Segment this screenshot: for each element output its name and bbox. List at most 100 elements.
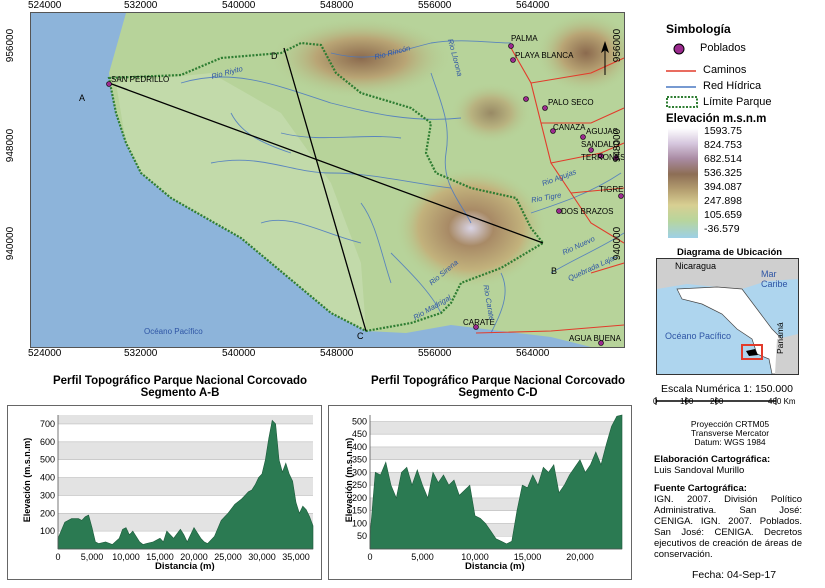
- x-tick-label: 20,000: [566, 552, 594, 562]
- profile-cd-title-line1: Perfil Topográfico Parque Nacional Corco…: [370, 375, 626, 387]
- town-label: TIGRE: [599, 185, 624, 194]
- grid-band: [58, 477, 313, 496]
- legend-red-hidrica: Red Hídrica: [703, 80, 762, 92]
- y-tick-label: 400: [352, 442, 367, 452]
- profile-ab-title: Perfil Topográfico Parque Nacional Corco…: [40, 375, 320, 399]
- y-tick: 940000: [612, 226, 624, 261]
- location-diagram: Nicaragua Mar Caribe Océano Pacífico Pan…: [656, 258, 799, 375]
- legend-title: Simbología: [666, 22, 731, 36]
- town-markers: [106, 43, 624, 346]
- x-tick-label: 30,000: [248, 552, 276, 562]
- location-diagram-title: Diagrama de Ubicación: [677, 247, 783, 258]
- x-tick: 556000: [418, 348, 452, 359]
- profile-cd-title-line2: Segmento C-D: [458, 387, 538, 399]
- grid-band: [58, 441, 313, 460]
- x-tick-label: 35,000: [282, 552, 310, 562]
- legend-poblados: Poblados: [700, 42, 746, 54]
- map-canvas: [31, 13, 624, 347]
- x-tick-label: 5,000: [81, 552, 104, 562]
- x-tick: 524000: [28, 348, 62, 359]
- x-tick-label: 15,000: [146, 552, 174, 562]
- fuente-label: Fuente Cartográfica:: [654, 483, 747, 494]
- profile-cd-xlabel: Distancia (m): [465, 561, 525, 572]
- elevation-value: 682.514: [704, 153, 742, 165]
- profile-line-cd: [283, 47, 367, 332]
- town-label: SANDALO: [581, 140, 620, 149]
- y-tick-label: 350: [352, 455, 367, 465]
- legend-caminos: Caminos: [703, 64, 747, 76]
- profile-line-ab: [108, 82, 544, 244]
- scale-tick: 100: [680, 397, 694, 406]
- grid-band: [370, 446, 622, 460]
- town-label: PALMA: [511, 34, 538, 43]
- x-tick: 564000: [516, 348, 550, 359]
- town-label: DOS BRAZOS: [561, 207, 614, 216]
- elevation-value: 247.898: [704, 195, 742, 207]
- profile-cd-panel: [328, 405, 632, 580]
- elaboracion-label: Elaboración Cartográfica:: [654, 454, 771, 465]
- profile-ab-xlabel: Distancia (m): [155, 561, 215, 572]
- grid-band: [370, 421, 622, 435]
- y-tick-label: 50: [357, 531, 367, 541]
- town-label: AGUJAS: [586, 127, 619, 136]
- y-tick-label: 500: [40, 455, 55, 465]
- profile-cd-title: Perfil Topográfico Parque Nacional Corco…: [358, 375, 638, 399]
- river-icon: [666, 86, 696, 88]
- point-label-c: C: [357, 331, 364, 341]
- x-tick-label: 5,000: [411, 552, 434, 562]
- mountain-relief: [396, 168, 546, 288]
- x-tick-label: 15,000: [514, 552, 542, 562]
- y-tick-label: 700: [40, 419, 55, 429]
- fuente-text: IGN. 2007. División Político Administrat…: [654, 494, 802, 560]
- location-map: [657, 259, 798, 374]
- profile-cd-ylabel: Elevación (m.s.n.m): [344, 437, 354, 523]
- town-label: AGUA BUENA: [569, 334, 622, 343]
- y-tick-label: 600: [40, 437, 55, 447]
- poblado-icon: [673, 43, 685, 55]
- y-tick-label: 500: [352, 416, 367, 426]
- y-tick-label: 200: [40, 508, 55, 518]
- x-tick: 540000: [222, 0, 256, 11]
- panama-label: Panamá: [775, 322, 785, 354]
- elevation-value: 824.753: [704, 139, 742, 151]
- x-tick: 532000: [124, 0, 158, 11]
- scale-tick: 0: [653, 397, 658, 406]
- x-tick: 564000: [516, 0, 550, 11]
- y-tick-label: 300: [352, 467, 367, 477]
- x-tick: 540000: [222, 348, 256, 359]
- scale-tick: 400 Km: [768, 397, 796, 406]
- y-tick-label: 100: [352, 518, 367, 528]
- topographic-map: SAN PEDRILLO PALMA PLAYA BLANCA PALO SEC…: [30, 12, 625, 348]
- profile-ab-title-line2: Segmento A-B: [140, 387, 220, 399]
- legend-limite: Límite Parque: [703, 96, 772, 108]
- projection-line: Proyección CRTM05: [690, 419, 770, 429]
- y-tick-label: 150: [352, 506, 367, 516]
- profile-cd-chart: 50 100 150 200 250 300 350 400 450 500 0 5,000 10,00…: [352, 414, 623, 562]
- oceano-pacifico-label: Océano Pacífico: [665, 331, 732, 341]
- profile-ab-ylabel: Elevación (m.s.n.m): [22, 437, 32, 523]
- x-tick-label: 0: [55, 552, 60, 562]
- mountain-relief: [271, 18, 451, 98]
- mountain-relief: [536, 13, 624, 93]
- profile-ab-panel: [7, 405, 322, 580]
- elevation-area: [369, 414, 623, 550]
- town-label: SAN PEDRILLO: [111, 75, 170, 84]
- elevation-value: 1593.75: [704, 125, 742, 137]
- x-tick: 548000: [320, 348, 354, 359]
- x-tick: 532000: [124, 348, 158, 359]
- nicaragua-label: Nicaragua: [675, 261, 717, 271]
- park-boundary-icon: [666, 96, 698, 108]
- north-arrow-icon: [601, 41, 609, 75]
- profile-ab-title-line1: Perfil Topográfico Parque Nacional Corco…: [52, 375, 308, 387]
- x-tick: 556000: [418, 0, 452, 11]
- x-tick-label: 10,000: [112, 552, 140, 562]
- y-tick-label: 450: [352, 429, 367, 439]
- y-tick-label: 100: [40, 526, 55, 536]
- road-network: [475, 47, 624, 334]
- projection-line: Datum: WGS 1984: [694, 437, 766, 447]
- y-tick: 940000: [5, 226, 17, 261]
- elevation-color-ramp: [668, 128, 698, 238]
- scale-bar: [655, 397, 777, 405]
- town-label: PALO SECO: [548, 98, 594, 107]
- elevation-area: [57, 419, 314, 550]
